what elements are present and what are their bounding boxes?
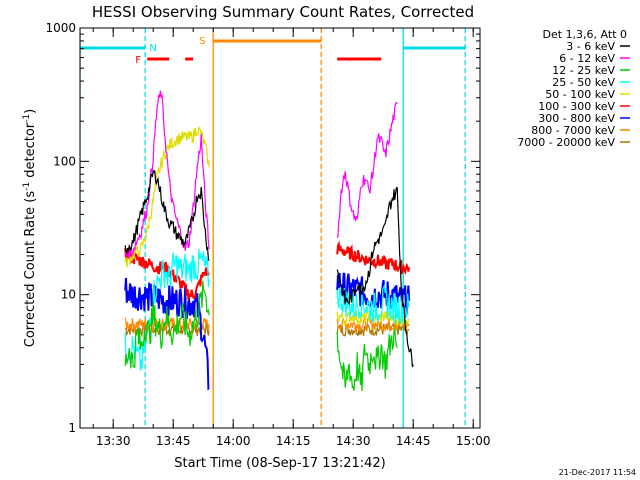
series-line — [124, 125, 210, 268]
y-tick-label: 1 — [68, 421, 76, 435]
footer-timestamp: 21-Dec-2017 11:54 — [559, 468, 636, 477]
legend-entry: 3 - 6 keV — [566, 40, 615, 53]
x-tick-label: 13:45 — [156, 434, 191, 448]
y-axis-label: Corrected Count Rate (s-1 detector-1) — [22, 109, 38, 347]
legend-entry: 100 - 300 keV — [538, 100, 615, 113]
flag-label-F: F — [135, 55, 141, 66]
series-line — [124, 249, 210, 371]
series-line — [124, 316, 210, 333]
y-tick-label: 100 — [53, 154, 76, 168]
series-line — [336, 321, 410, 338]
legend-entry: 50 - 100 keV — [545, 88, 615, 101]
legend-entry: 300 - 800 keV — [538, 112, 615, 125]
series-line — [336, 101, 398, 238]
x-axis-label: Start Time (08-Sep-17 13:21:42) — [174, 456, 385, 471]
plot-frame — [79, 27, 481, 429]
flag-label-S: S — [199, 36, 205, 47]
y-tick-label: 1000 — [45, 21, 76, 35]
x-tick-label: 14:00 — [216, 434, 251, 448]
legend-entry: 25 - 50 keV — [552, 76, 615, 89]
legend-entry: 7000 - 20000 keV — [517, 136, 615, 149]
flag-label-N: N — [149, 43, 156, 54]
series-line — [124, 248, 211, 301]
series-line — [124, 277, 210, 391]
series-line — [336, 283, 410, 325]
legend-entry: 6 - 12 keV — [559, 52, 615, 65]
x-tick-label: 14:45 — [396, 434, 431, 448]
legend-entry: 12 - 25 keV — [552, 64, 615, 77]
x-tick-label: 15:00 — [456, 434, 491, 448]
legend-entry: 800 - 7000 keV — [531, 124, 615, 137]
series-line — [336, 328, 398, 391]
legend-header: Det 1,3,6, Att 0 — [543, 28, 627, 41]
series-line — [336, 186, 414, 368]
chart-title: HESSI Observing Summary Count Rates, Cor… — [92, 3, 474, 21]
series-line — [124, 168, 210, 261]
series-line — [124, 280, 210, 369]
series-line — [336, 240, 411, 275]
x-tick-label: 14:15 — [276, 434, 311, 448]
series-line — [124, 90, 210, 259]
x-tick-label: 14:30 — [336, 434, 371, 448]
x-tick-label: 13:30 — [96, 434, 131, 448]
y-tick-label: 10 — [61, 288, 76, 302]
